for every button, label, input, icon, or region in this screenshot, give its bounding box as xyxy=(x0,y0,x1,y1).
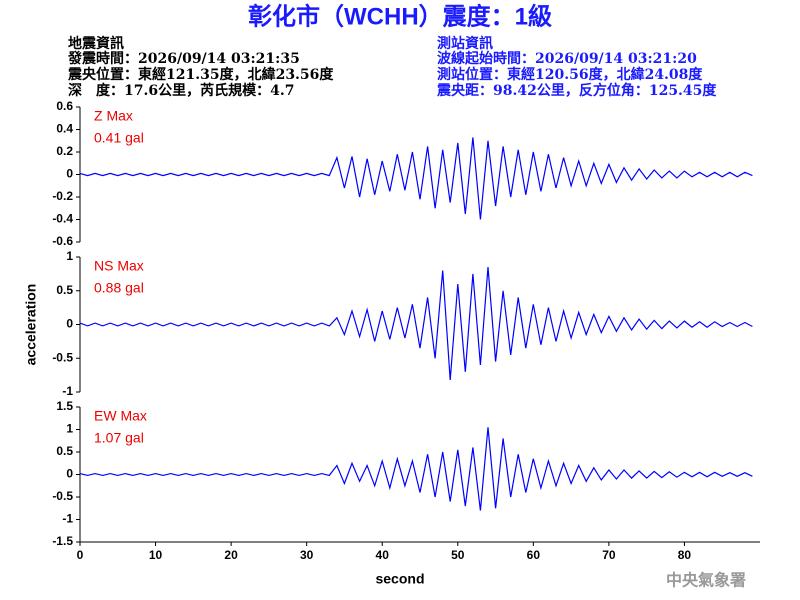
x-tick-label: 10 xyxy=(149,548,163,562)
annotation: 0.88 gal xyxy=(94,280,144,296)
y-tick-label: -0.4 xyxy=(52,212,73,226)
y-tick-label: 0.5 xyxy=(56,283,73,297)
y-tick-label: 0 xyxy=(66,317,73,331)
annotation: 0.41 gal xyxy=(94,130,144,146)
y-tick-label: -0.2 xyxy=(52,189,73,203)
y-tick-label: 0.6 xyxy=(56,99,73,113)
x-axis-label: second xyxy=(375,571,424,587)
y-tick-label: 0 xyxy=(66,467,73,481)
waveform xyxy=(79,137,753,220)
x-tick-label: 20 xyxy=(224,548,238,562)
annotation: 1.07 gal xyxy=(94,430,144,446)
info-text: 深 度：17.6公里，芮氏規模：4.7 xyxy=(68,82,294,99)
x-tick-label: 50 xyxy=(451,548,465,562)
waveform xyxy=(79,427,753,511)
x-tick-label: 80 xyxy=(678,548,692,562)
y-tick-label: -0.5 xyxy=(52,489,73,503)
x-tick-label: 40 xyxy=(376,548,390,562)
annotation: NS Max xyxy=(94,258,144,274)
y-tick-label: -1.5 xyxy=(52,534,73,548)
x-tick-label: 70 xyxy=(602,548,616,562)
station-text: 測站位置：東經120.56度，北緯24.08度 xyxy=(437,66,703,83)
chart-title: 彰化市（WCHH）震度：1級 xyxy=(248,2,552,30)
x-tick-label: 60 xyxy=(527,548,541,562)
info-text: 發震時間：2026/09/14 03:21:35 xyxy=(67,50,300,67)
y-tick-label: -0.5 xyxy=(52,350,73,364)
annotation: Z Max xyxy=(94,108,133,124)
y-tick-label: 1.5 xyxy=(56,399,73,413)
waveform xyxy=(79,267,753,380)
info-text: 地震資訊 xyxy=(68,35,124,52)
y-axis-label: acceleration xyxy=(23,284,39,366)
station-text: 震央距：98.42公里，反方位角：125.45度 xyxy=(436,82,717,99)
annotation: EW Max xyxy=(94,408,147,424)
x-tick-label: 0 xyxy=(77,548,84,562)
y-tick-label: -1 xyxy=(62,384,73,398)
y-tick-label: -1 xyxy=(62,512,73,526)
x-tick-label: 30 xyxy=(300,548,314,562)
y-tick-label: 0 xyxy=(66,167,73,181)
y-tick-label: -0.6 xyxy=(52,234,73,248)
y-tick-label: 0.4 xyxy=(56,122,73,136)
y-tick-label: 1 xyxy=(66,249,73,263)
y-tick-label: 0.5 xyxy=(56,444,73,458)
watermark: 中央氣象署 xyxy=(666,571,746,590)
y-tick-label: 1 xyxy=(66,422,73,436)
y-tick-label: 0.2 xyxy=(56,144,73,158)
info-text: 震央位置：東經121.35度，北緯23.56度 xyxy=(67,66,334,83)
station-text: 測站資訊 xyxy=(437,35,493,52)
station-text: 波線起始時間：2026/09/14 03:21:20 xyxy=(437,50,697,67)
